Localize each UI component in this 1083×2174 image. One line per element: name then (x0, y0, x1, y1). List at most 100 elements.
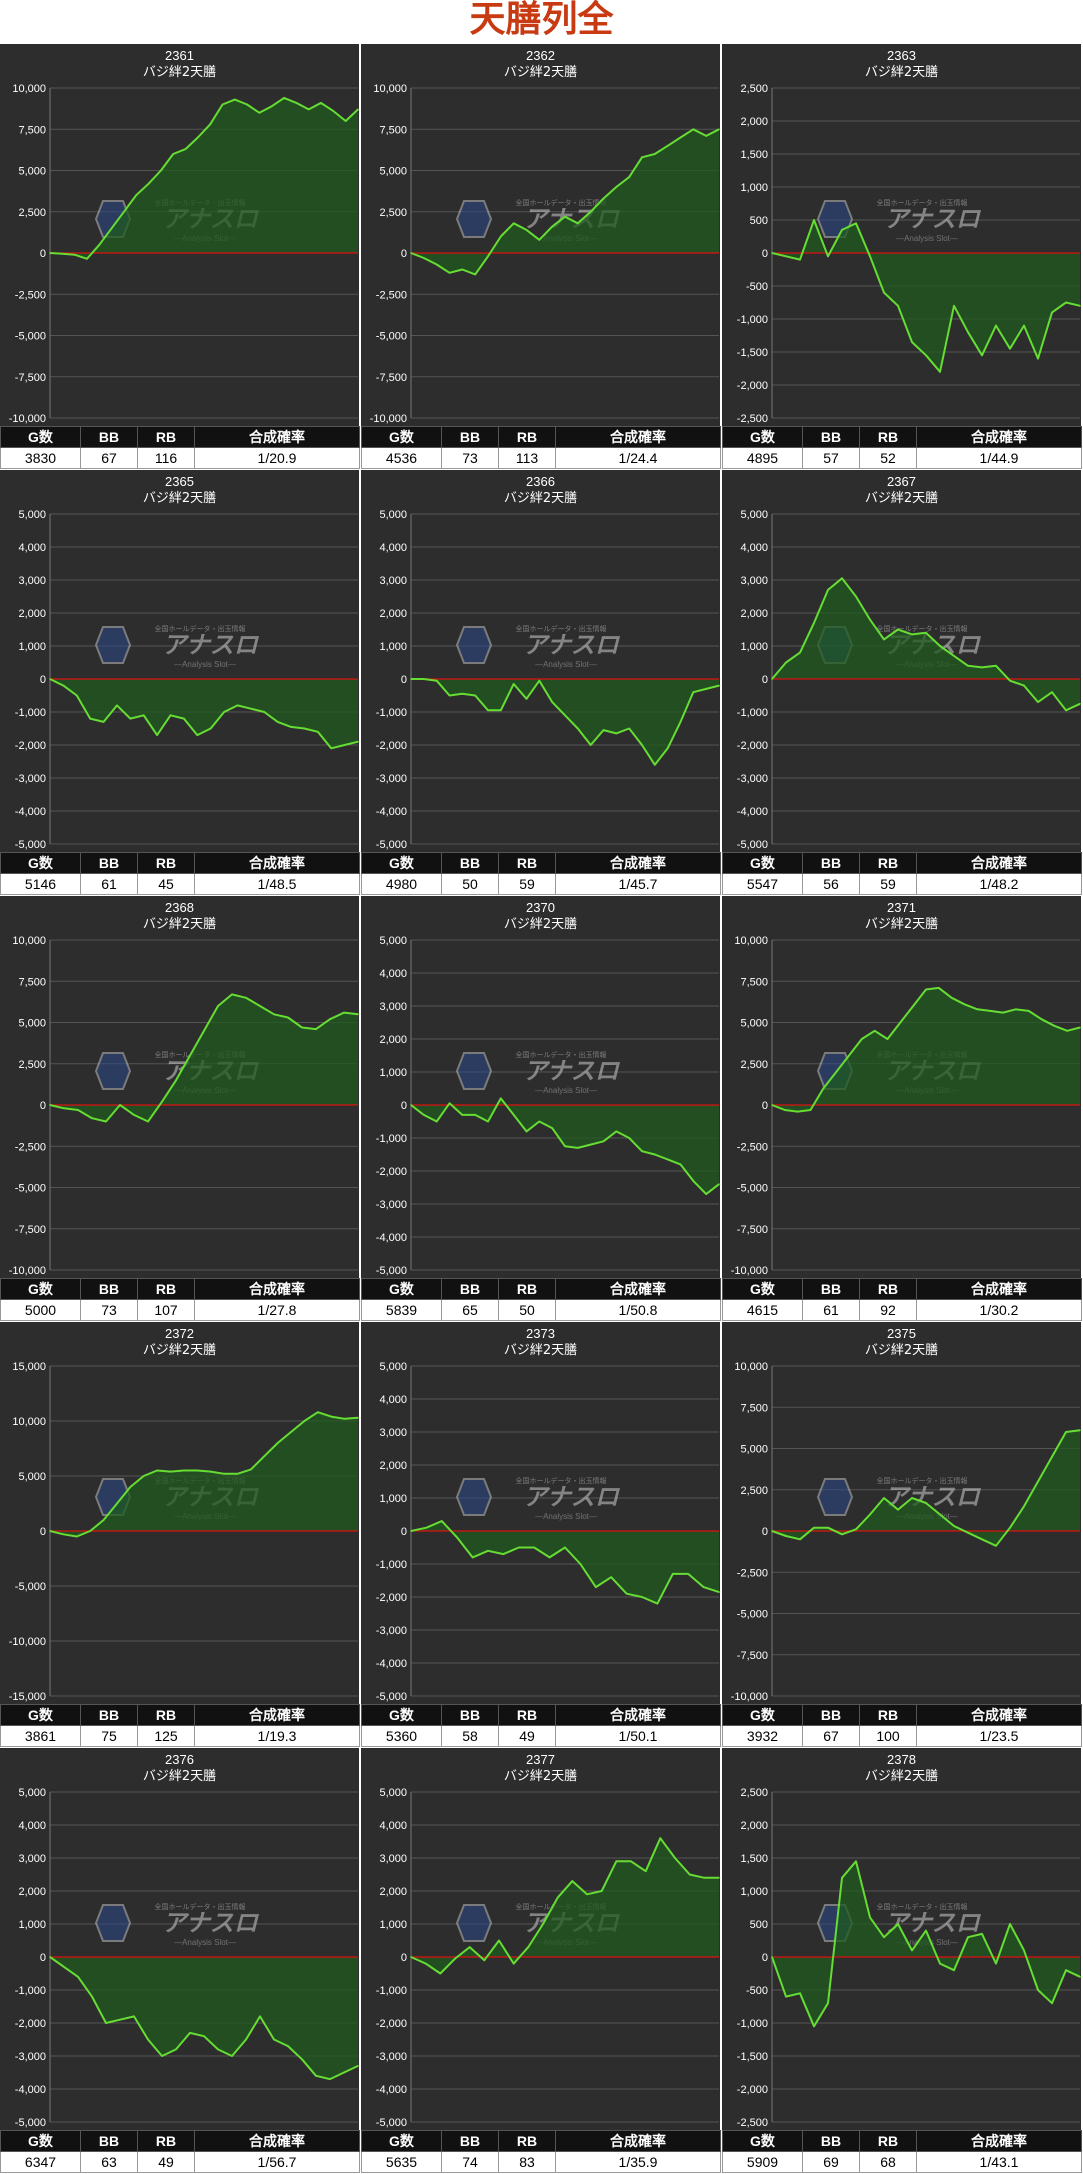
header-rb: RB (137, 1278, 195, 1300)
data-point (223, 1473, 225, 1475)
series-area (50, 679, 358, 749)
data-point (259, 2015, 261, 2018)
data-point (855, 1860, 857, 1863)
data-point (263, 711, 266, 713)
data-point (841, 229, 843, 231)
data-point (687, 1573, 689, 1575)
probability-value: 1/48.5 (194, 873, 360, 895)
data-point (899, 1021, 902, 1024)
data-point (330, 1415, 333, 1418)
data-point (771, 678, 773, 680)
data-point (1009, 347, 1011, 350)
y-tick-label: 5,000 (740, 1018, 768, 1030)
y-tick-label: -500 (746, 281, 768, 293)
data-point (183, 717, 185, 720)
data-point (303, 1420, 306, 1422)
data-point (886, 1038, 889, 1040)
data-point (231, 2055, 233, 2057)
data-point (822, 1087, 825, 1090)
chart-panel: 2361 バジ絆2天膳 -10,000 -7,500 -5,000 -2,500 0 2,50… (0, 44, 360, 469)
y-tick-label: 1,000 (379, 1493, 407, 1505)
data-point (89, 717, 91, 720)
y-tick-label: 5,000 (740, 509, 768, 521)
y-tick-label: 1,000 (379, 1919, 407, 1931)
games-value: 4615 (722, 1299, 803, 1321)
header-probability: 合成確率 (194, 426, 360, 448)
data-point (641, 156, 643, 159)
y-tick-label: 0 (401, 1100, 407, 1112)
probability-value: 1/50.8 (555, 1299, 721, 1321)
data-point (897, 1508, 899, 1511)
probability-value: 1/19.3 (194, 1725, 360, 1747)
data-point (827, 589, 829, 591)
series-line (49, 1411, 359, 1538)
y-tick-label: 2,000 (379, 1886, 407, 1898)
header-games: G数 (0, 426, 81, 448)
data-point (330, 747, 333, 750)
data-point (49, 1530, 51, 1532)
games-value: 3861 (0, 1725, 81, 1747)
header-probability: 合成確率 (194, 852, 360, 874)
y-tick-label: 500 (750, 215, 768, 227)
data-point (577, 222, 579, 225)
data-point (357, 108, 359, 111)
watermark-top-text: 全国ホールデータ・出玉情報 (155, 624, 246, 633)
header-rb: RB (498, 426, 556, 448)
data-point (448, 694, 451, 697)
y-tick-label: 3,000 (18, 1853, 46, 1865)
data-point (705, 135, 707, 137)
data-point (329, 2078, 331, 2080)
data-point (827, 1526, 829, 1529)
y-tick-label: 3,000 (740, 575, 768, 587)
data-point (925, 1929, 927, 1932)
y-tick-label: -5,000 (376, 1691, 407, 1703)
data-point (474, 273, 476, 276)
data-point (672, 1573, 674, 1575)
y-tick-label: 10,000 (12, 83, 46, 95)
y-tick-label: 4,000 (379, 968, 407, 980)
data-point (250, 1468, 252, 1471)
probability-value: 1/24.4 (555, 447, 721, 469)
chart-panel: 2372 バジ絆2天膳 -15,000 -10,000 -5,000 0 5,000 10,0… (0, 1322, 360, 1747)
y-tick-label: 1,000 (740, 641, 768, 653)
data-point (1023, 1949, 1025, 1952)
data-point (1002, 1011, 1004, 1014)
chart-title: 2373 (526, 1326, 555, 1341)
y-tick-label: 2,500 (740, 83, 768, 95)
data-point (456, 1536, 458, 1539)
data-point (357, 1416, 359, 1419)
data-point (809, 1109, 812, 1111)
data-point (679, 721, 682, 723)
data-point (500, 709, 502, 712)
data-point (911, 341, 913, 343)
header-games: G数 (0, 852, 81, 874)
data-point (1037, 1989, 1039, 1991)
games-value: 5360 (361, 1725, 442, 1747)
header-rb: RB (498, 1704, 556, 1726)
data-point (301, 2058, 303, 2061)
y-tick-label: -4,000 (376, 1232, 407, 1244)
bb-value: 65 (441, 1299, 499, 1321)
watermark-subtext: ―Analysis Slot― (174, 1938, 236, 1947)
data-point (1065, 1431, 1067, 1433)
watermark-text: アナスロ (523, 631, 621, 659)
rb-value: 49 (498, 1725, 556, 1747)
watermark-top-text: 全国ホールデータ・出玉情報 (516, 198, 607, 207)
stats-table: G数 BB RB 合成確率 6347 63 49 1/56.7 (0, 2130, 360, 2173)
data-point (435, 1120, 438, 1123)
y-tick-label: -2,000 (737, 380, 768, 392)
chart-background (361, 896, 720, 1278)
data-point (897, 305, 899, 307)
y-tick-label: 5,000 (18, 509, 46, 521)
watermark-top-text: 全国ホールデータ・出玉情報 (877, 624, 968, 633)
y-tick-label: 10,000 (12, 1416, 46, 1428)
data-point (1065, 709, 1067, 712)
header-rb: RB (137, 1704, 195, 1726)
y-tick-label: -4,000 (15, 806, 46, 818)
watermark-subtext: ―Analysis Slot― (535, 1512, 597, 1521)
y-tick-label: -10,000 (9, 413, 46, 425)
data-point (813, 622, 815, 624)
header-games: G数 (361, 1704, 442, 1726)
